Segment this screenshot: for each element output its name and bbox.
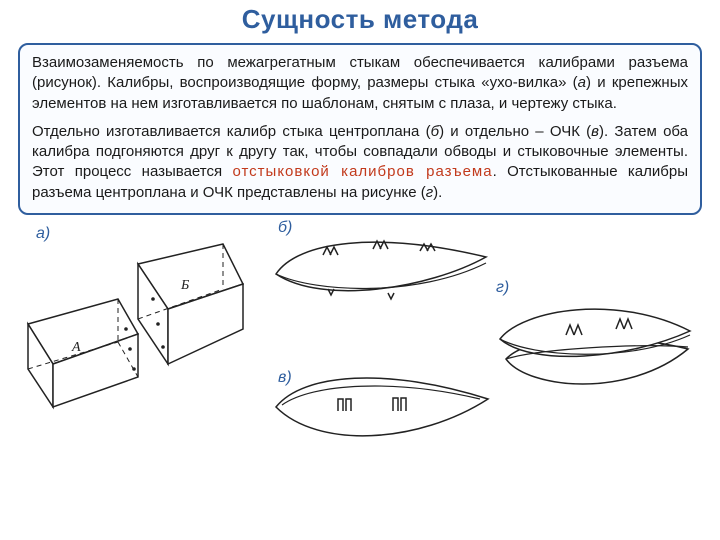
- p2-text-a: Отдельно изготавливается калибр стыка це…: [32, 123, 431, 140]
- p2-italic-v: в: [591, 123, 599, 140]
- figure-a-label-a: А: [71, 340, 81, 355]
- p2-highlight: отстыковкой калибров разъема: [232, 163, 492, 180]
- figure-v: [268, 359, 498, 459]
- paragraph-2: Отдельно изготавливается калибр стыка це…: [32, 122, 688, 203]
- page-title: Сущность метода: [18, 4, 702, 35]
- p2-text-b: ) и отдельно – ОЧК (: [439, 123, 591, 140]
- figures-region: а) б) в) г) Б А: [18, 219, 702, 489]
- paragraph-1: Взаимозаменяемость по межагрегатным стык…: [32, 53, 688, 114]
- figure-a: Б А: [18, 229, 248, 409]
- slide-page: Сущность метода Взаимозаменяемость по ме…: [0, 0, 720, 540]
- p1-italic-a: а: [578, 74, 586, 91]
- p2-italic-b: б: [431, 123, 439, 140]
- figure-g: [488, 239, 698, 419]
- info-box: Взаимозаменяемость по межагрегатным стык…: [18, 43, 702, 215]
- figure-b: [268, 219, 498, 309]
- p2-text-e: ).: [433, 184, 442, 201]
- figure-a-label-b: Б: [180, 278, 189, 293]
